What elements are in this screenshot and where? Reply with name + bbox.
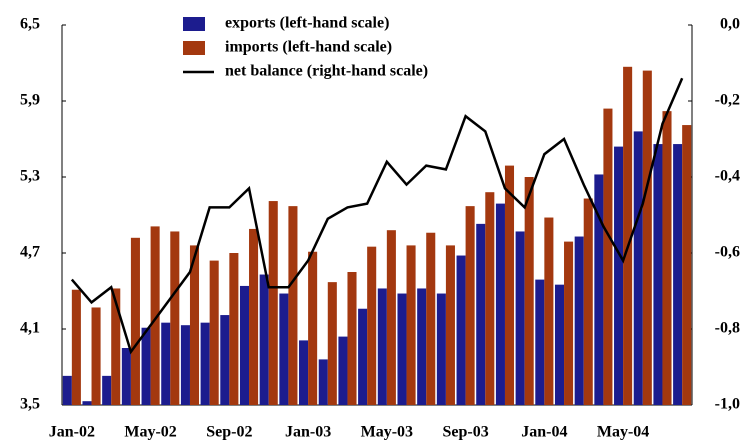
- y2-tick-label: -0,2: [715, 92, 740, 109]
- bar: [239, 285, 250, 405]
- bar: [673, 144, 683, 406]
- y-tick-label: 5,3: [20, 168, 40, 185]
- bar: [426, 232, 436, 405]
- bar: [141, 327, 151, 405]
- bar: [397, 293, 407, 405]
- bar: [603, 108, 613, 405]
- bar: [308, 251, 318, 405]
- bar: [633, 131, 643, 405]
- x-tick-label: Sep-02: [206, 424, 252, 441]
- x-tick-label: Jan-03: [285, 424, 331, 441]
- bar: [318, 359, 328, 405]
- bar: [642, 70, 652, 405]
- bar: [279, 293, 289, 405]
- bar: [614, 146, 624, 405]
- x-tick-label: Jan-02: [49, 424, 95, 441]
- legend-label: exports (left-hand scale): [225, 15, 389, 32]
- bar: [564, 241, 574, 405]
- bar: [121, 348, 131, 405]
- y-tick-label: 4,7: [20, 244, 40, 261]
- y-tick-label: 6,5: [20, 16, 40, 33]
- bar: [71, 289, 81, 405]
- bar: [495, 203, 505, 405]
- bar: [574, 236, 584, 405]
- y-tick-label: 4,1: [20, 320, 40, 337]
- x-tick-label: May-04: [597, 424, 649, 441]
- bar: [91, 307, 101, 405]
- bar: [465, 206, 475, 405]
- bar: [583, 198, 593, 405]
- bar: [62, 375, 72, 405]
- y2-tick-label: -0,4: [715, 168, 740, 185]
- bar: [524, 177, 534, 405]
- bar: [220, 315, 230, 405]
- bar: [535, 279, 545, 405]
- bar: [268, 201, 278, 405]
- bar: [594, 174, 604, 405]
- bar: [445, 245, 455, 405]
- bar: [662, 111, 672, 405]
- x-tick-label: May-02: [124, 424, 176, 441]
- bar: [367, 246, 377, 405]
- bar: [347, 272, 357, 405]
- bar: [299, 340, 309, 405]
- y2-tick-label: -0,6: [715, 244, 740, 261]
- bar: [288, 206, 298, 405]
- bar: [150, 226, 160, 405]
- bar: [209, 260, 219, 405]
- bar: [544, 217, 554, 405]
- bar: [130, 237, 140, 405]
- bar: [338, 336, 348, 405]
- bar: [249, 228, 259, 405]
- bar: [170, 231, 180, 405]
- bar: [180, 325, 190, 405]
- bar: [161, 322, 171, 405]
- bar: [111, 288, 121, 405]
- x-tick-label: Sep-03: [442, 424, 488, 441]
- bar: [102, 375, 112, 405]
- bar: [82, 401, 92, 405]
- y-tick-label: 5,9: [20, 92, 40, 109]
- legend-swatch: [183, 17, 205, 31]
- y2-tick-label: -0,8: [715, 320, 740, 337]
- legend-swatch: [183, 41, 205, 55]
- x-tick-label: May-03: [361, 424, 413, 441]
- bar: [456, 255, 466, 405]
- bar: [377, 288, 387, 405]
- bar: [358, 308, 368, 405]
- bar: [386, 230, 396, 405]
- bar: [200, 322, 210, 405]
- bar: [554, 284, 565, 405]
- y2-tick-label: -1,0: [715, 396, 740, 413]
- bar: [259, 274, 269, 405]
- x-tick-label: Jan-04: [521, 424, 567, 441]
- bar: [504, 165, 515, 405]
- legend-label: net balance (right-hand scale): [225, 63, 428, 80]
- bar: [623, 66, 633, 406]
- bar: [406, 245, 416, 405]
- bar: [229, 253, 239, 405]
- net-balance-line: [70, 77, 684, 355]
- bar: [485, 192, 495, 405]
- bar: [653, 144, 663, 406]
- bar: [476, 223, 486, 405]
- bar: [682, 125, 692, 406]
- bar: [515, 231, 525, 405]
- legend-label: imports (left-hand scale): [225, 39, 392, 56]
- bar: [327, 282, 337, 405]
- bar: [189, 245, 200, 405]
- bar: [417, 288, 427, 405]
- bar: [436, 293, 446, 405]
- y2-tick-label: 0,0: [720, 16, 740, 33]
- y-tick-label: 3,5: [20, 396, 40, 413]
